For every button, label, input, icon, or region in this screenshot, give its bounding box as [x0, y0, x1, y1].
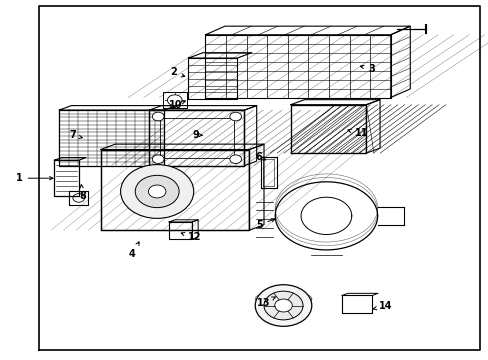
Text: 4: 4	[129, 242, 139, 258]
Circle shape	[264, 291, 303, 320]
Text: 11: 11	[347, 129, 367, 138]
Text: 8: 8	[79, 185, 86, 201]
Text: 12: 12	[181, 232, 201, 242]
Circle shape	[152, 112, 163, 121]
Text: 3: 3	[360, 64, 374, 74]
Circle shape	[255, 285, 311, 326]
Circle shape	[135, 175, 179, 208]
Circle shape	[73, 194, 84, 202]
Text: 2: 2	[170, 67, 184, 77]
Circle shape	[229, 112, 241, 121]
Text: 13: 13	[257, 297, 275, 308]
Circle shape	[152, 155, 163, 163]
Text: 6: 6	[255, 152, 265, 162]
Text: 1: 1	[16, 173, 53, 183]
Text: 5: 5	[255, 219, 274, 230]
Text: 7: 7	[69, 130, 82, 140]
Circle shape	[167, 95, 182, 105]
Circle shape	[148, 185, 165, 198]
Text: 9: 9	[192, 130, 202, 140]
Circle shape	[121, 165, 193, 219]
Text: 14: 14	[372, 301, 392, 311]
Text: 10: 10	[168, 100, 185, 110]
Circle shape	[229, 155, 241, 163]
Circle shape	[274, 299, 292, 312]
